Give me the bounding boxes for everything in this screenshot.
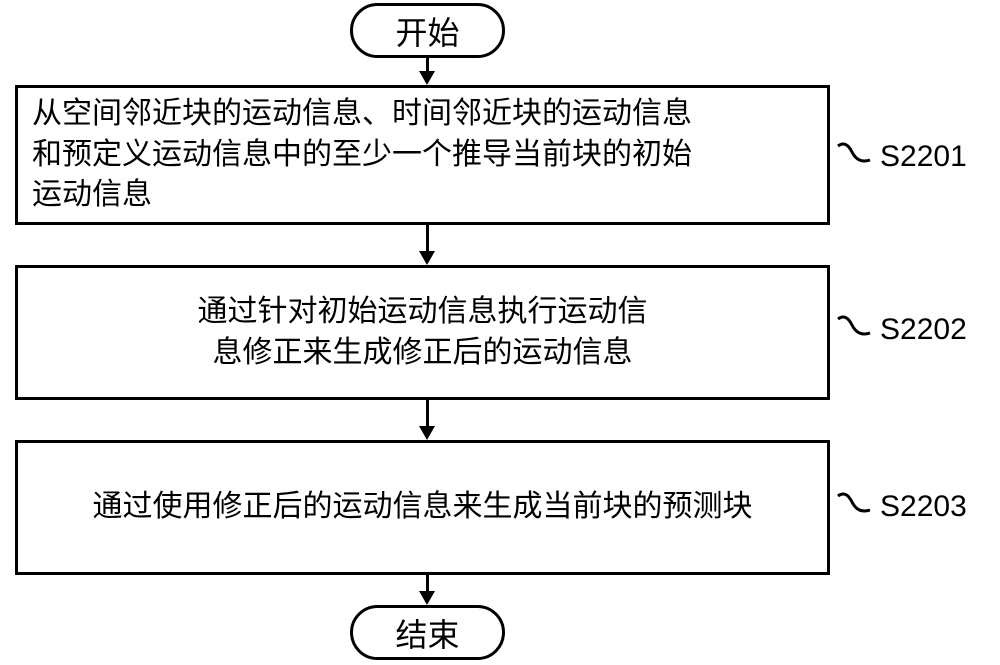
- arrow-line: [426, 225, 429, 251]
- text-line: 息修正来生成修正后的运动信息: [198, 333, 648, 374]
- process-step-3-text: 通过使用修正后的运动信息来生成当前块的预测块: [93, 487, 753, 528]
- process-step-1: 从空间邻近块的运动信息、时间邻近块的运动信息 和预定义运动信息中的至少一个推导当…: [15, 85, 830, 225]
- end-terminator: 结束: [350, 605, 505, 660]
- text-line: 从空间邻近块的运动信息、时间邻近块的运动信息: [32, 94, 813, 135]
- process-step-3: 通过使用修正后的运动信息来生成当前块的预测块: [15, 440, 830, 575]
- connector-squiggle-1: [836, 140, 876, 170]
- step-label-1: S2201: [880, 140, 967, 174]
- arrow-head: [419, 251, 435, 265]
- connector-squiggle-2: [836, 313, 876, 343]
- arrow-head: [419, 71, 435, 85]
- flowchart-canvas: 开始 从空间邻近块的运动信息、时间邻近块的运动信息 和预定义运动信息中的至少一个…: [0, 0, 1000, 665]
- text-line: 通过针对初始运动信息执行运动信: [198, 292, 648, 333]
- arrow-head: [419, 591, 435, 605]
- text-line: 运动信息: [32, 175, 813, 216]
- process-step-2: 通过针对初始运动信息执行运动信 息修正来生成修正后的运动信息: [15, 265, 830, 400]
- process-step-2-text: 通过针对初始运动信息执行运动信 息修正来生成修正后的运动信息: [198, 292, 648, 373]
- connector-squiggle-3: [836, 490, 876, 520]
- step-label-3: S2203: [880, 490, 967, 524]
- start-label: 开始: [395, 8, 459, 54]
- process-step-1-text: 从空间邻近块的运动信息、时间邻近块的运动信息 和预定义运动信息中的至少一个推导当…: [32, 94, 813, 216]
- arrow-line: [426, 400, 429, 426]
- arrow-line: [426, 58, 429, 71]
- step-label-2: S2202: [880, 313, 967, 347]
- text-line: 和预定义运动信息中的至少一个推导当前块的初始: [32, 135, 813, 176]
- arrow-line: [426, 575, 429, 591]
- text-line: 通过使用修正后的运动信息来生成当前块的预测块: [93, 487, 753, 528]
- start-terminator: 开始: [350, 3, 505, 58]
- end-label: 结束: [395, 610, 459, 656]
- arrow-head: [419, 426, 435, 440]
